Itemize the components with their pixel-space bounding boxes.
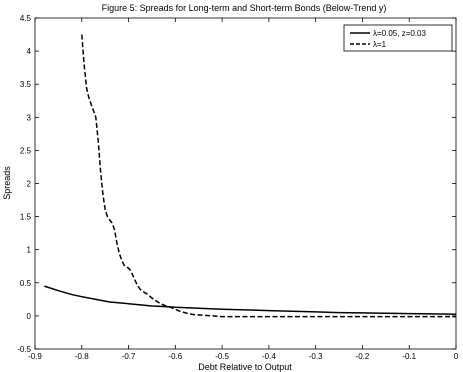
y-tick-label: 1 [27,246,32,255]
y-tick-label: -0.5 [17,345,31,354]
y-tick-label: 4 [27,47,32,56]
x-tick-label: -0.9 [28,352,42,361]
y-tick-label: 2.5 [20,146,32,155]
y-tick-label: 3 [27,113,32,122]
x-axis-label: Debt Relative to Output [198,362,292,372]
x-tick-label: -0.1 [402,352,416,361]
y-tick-label: 0.5 [20,279,32,288]
y-tick-label: 1.5 [20,213,32,222]
y-tick-label: 3.5 [20,80,32,89]
x-tick-label: -0.2 [356,352,370,361]
x-tick-label: -0.7 [122,352,136,361]
legend-label-series-1: λ=0.05, z=0.03 [373,29,426,38]
x-tick-label: -0.6 [168,352,182,361]
legend-box [343,24,453,52]
y-tick-label: 0 [27,312,32,321]
chart-title: Figure 5: Spreads for Long-term and Shor… [102,3,387,13]
plot-frame [34,17,457,350]
x-tick-label: -0.5 [215,352,229,361]
y-tick-label: 4.5 [20,14,32,23]
y-tick-label: 2 [27,180,32,189]
series-line-1 [44,285,457,315]
x-tick-label: -0.8 [75,352,89,361]
series-line-2 [81,34,456,318]
x-tick-label: 0 [454,352,459,361]
series-layer [44,34,457,318]
legend: λ=0.05, z=0.03 λ=1 [343,24,453,52]
x-tick-label: -0.3 [309,352,323,361]
ticks-layer: -0.9 -0.8 -0.7 -0.6 -0.5 -0.4 -0.3 -0.2 -0.1 0 -0.… [17,14,459,361]
x-tick-label: -0.4 [262,352,276,361]
legend-label-series-2: λ=1 [373,40,387,49]
y-axis-label: Spreads [2,166,12,200]
